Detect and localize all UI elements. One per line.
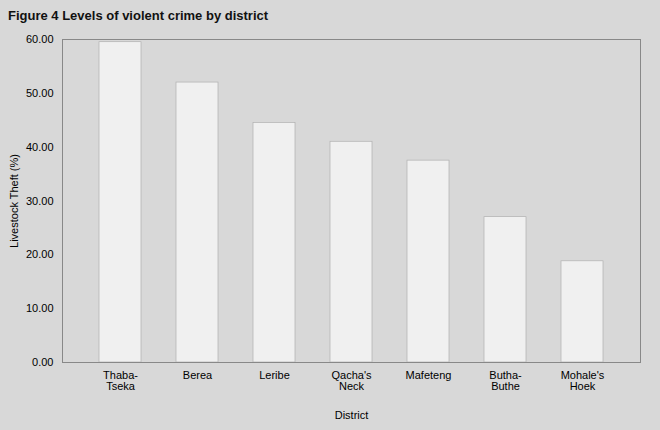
svg-text:Butha-Buthe: Butha-Buthe xyxy=(489,369,522,392)
svg-text:0.00: 0.00 xyxy=(32,356,53,368)
svg-text:Berea: Berea xyxy=(183,369,213,381)
svg-text:District: District xyxy=(335,409,369,421)
svg-text:Mohale'sHoek: Mohale'sHoek xyxy=(561,369,605,392)
svg-text:Livestock Theft (%): Livestock Theft (%) xyxy=(8,154,20,248)
svg-text:40.00: 40.00 xyxy=(26,141,54,153)
svg-text:50.00: 50.00 xyxy=(26,87,54,99)
svg-text:30.00: 30.00 xyxy=(26,195,54,207)
html-text:Figure 4 Levels of violent cri: Figure 4 Levels of violent crime by dist… xyxy=(8,8,269,23)
svg-text:Mafeteng: Mafeteng xyxy=(406,369,452,381)
svg-text:Leribe: Leribe xyxy=(259,369,290,381)
svg-text:10.00: 10.00 xyxy=(26,302,54,314)
svg-text:20.00: 20.00 xyxy=(26,248,54,260)
svg-text:Thaba-Tseka: Thaba-Tseka xyxy=(103,369,138,392)
svg-text:60.00: 60.00 xyxy=(26,33,54,45)
svg-text:Qacha'sNeck: Qacha'sNeck xyxy=(331,369,372,392)
